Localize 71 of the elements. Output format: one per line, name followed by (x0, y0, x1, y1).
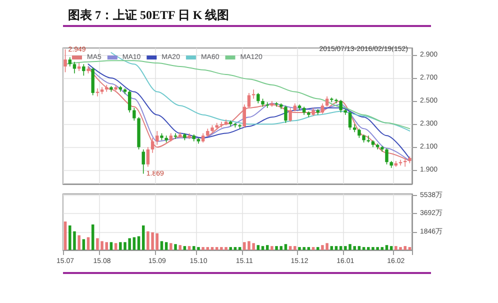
bar (229, 247, 232, 250)
bar (82, 239, 86, 250)
bar (256, 245, 260, 250)
candlestick (68, 56, 72, 67)
bar (270, 246, 274, 250)
candlestick (156, 130, 159, 146)
candlestick (142, 149, 145, 174)
bar (110, 242, 113, 250)
bar (206, 247, 210, 250)
candlestick (256, 92, 260, 104)
bar (234, 247, 237, 250)
bar (215, 247, 218, 250)
bar (78, 235, 80, 250)
candlestick (247, 92, 251, 108)
candlestick (252, 89, 256, 100)
bar (294, 246, 296, 250)
bar (164, 242, 168, 250)
candlestick (146, 146, 150, 168)
bar (261, 246, 264, 250)
bar (307, 247, 310, 250)
candlestick (366, 135, 370, 143)
bar (91, 224, 94, 250)
candlestick (325, 96, 329, 108)
bar (266, 245, 269, 250)
chart-title: 图表 7：上证 50ETF 日 K 线图 (68, 8, 230, 22)
bar (202, 247, 204, 250)
bar (334, 246, 338, 250)
candlestick (284, 105, 288, 124)
bar (339, 246, 342, 250)
bar (238, 247, 242, 250)
bar (385, 245, 388, 250)
line-series (64, 60, 410, 130)
bar (178, 245, 182, 250)
bar (137, 236, 140, 250)
candlestick (339, 99, 342, 113)
bar (312, 247, 315, 250)
bar (86, 237, 90, 250)
bar (210, 247, 214, 250)
candlestick (385, 148, 388, 165)
candlestick (288, 108, 292, 122)
line-series (110, 52, 410, 132)
candlestick (64, 48, 67, 73)
candlestick (358, 128, 361, 138)
bar (64, 222, 67, 250)
bar (358, 246, 361, 250)
bar (160, 241, 164, 250)
bar (316, 247, 320, 250)
bar (288, 246, 292, 250)
candlestick (72, 61, 76, 74)
bar (390, 246, 393, 250)
candlestick (132, 108, 136, 122)
candlestick (82, 64, 86, 76)
candlestick (320, 102, 324, 114)
candlestick (128, 90, 132, 113)
bar (114, 243, 118, 250)
candlestick (242, 104, 246, 128)
bar (380, 247, 384, 250)
bar (188, 246, 191, 250)
bar (142, 225, 145, 250)
bar (132, 237, 136, 250)
bar (183, 246, 186, 250)
bar (170, 243, 172, 250)
bar (156, 233, 159, 250)
candlestick (201, 132, 205, 143)
bar (330, 246, 334, 250)
candlestick (348, 110, 352, 130)
candlestick (150, 138, 154, 154)
bar (174, 244, 177, 250)
bar (284, 244, 288, 250)
bar (362, 247, 366, 250)
bar (408, 247, 412, 250)
